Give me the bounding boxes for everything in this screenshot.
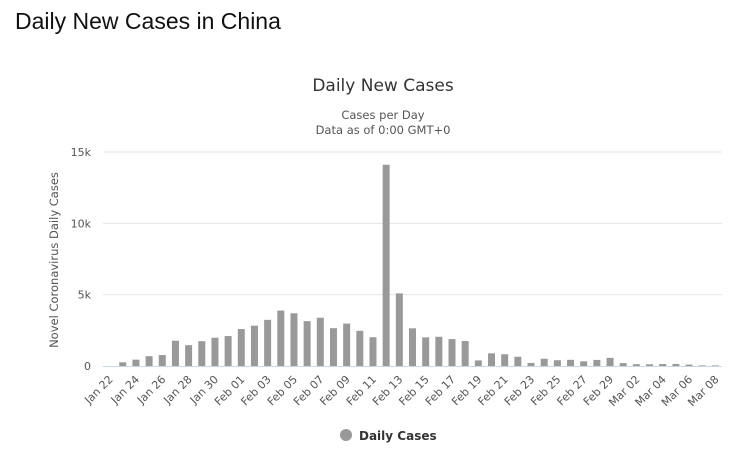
bar-feb-09 (343, 323, 351, 366)
bar-feb-25 (553, 360, 561, 366)
bar-feb-08 (329, 328, 337, 366)
bar-feb-11 (369, 337, 377, 366)
bar-feb-04 (277, 310, 285, 366)
bar-feb-06 (303, 321, 311, 366)
bar-jan-29 (198, 341, 206, 366)
bar-mar-03 (646, 364, 654, 366)
bar-mar-06 (685, 364, 693, 366)
bar-jan-25 (145, 356, 153, 366)
bar-feb-12 (382, 164, 390, 366)
bar-jan-31 (224, 336, 232, 366)
bar-feb-26 (567, 359, 575, 366)
bar-feb-20 (488, 353, 496, 366)
y-tick-label: 10k (71, 217, 92, 230)
bar-feb-23 (527, 362, 535, 366)
bar-feb-10 (356, 330, 364, 366)
bar-jan-24 (132, 359, 140, 366)
legend-item-daily-cases[interactable]: Daily Cases (340, 429, 437, 443)
bar-feb-01 (237, 329, 245, 366)
x-tick-label: Jan 24 (108, 373, 142, 407)
bar-feb-29 (606, 357, 614, 366)
x-tick-label: Jan 26 (134, 373, 168, 407)
bar-mar-05 (672, 363, 680, 366)
bar-feb-02 (250, 325, 258, 366)
chart-subtitle: Cases per Day (341, 108, 424, 122)
bar-jan-28 (185, 345, 193, 366)
bar-feb-19 (474, 360, 482, 366)
bar-feb-22 (514, 356, 522, 366)
bar-mar-07 (698, 365, 706, 366)
bar-feb-27 (580, 361, 588, 366)
bar-jan-23 (119, 362, 127, 366)
chart-subtitle: Data as of 0:00 GMT+0 (316, 123, 451, 137)
bar-feb-24 (540, 358, 548, 366)
bar-feb-15 (422, 337, 430, 366)
legend-label: Daily Cases (359, 429, 437, 443)
bar-mar-01 (619, 363, 627, 366)
bar-feb-16 (435, 336, 443, 366)
bar-mar-08 (711, 365, 719, 366)
bar-mar-02 (632, 364, 640, 366)
bar-feb-28 (593, 359, 601, 366)
bar-feb-03 (264, 319, 272, 366)
y-tick-label: 5k (78, 289, 92, 302)
bar-feb-21 (501, 354, 509, 366)
chart-title: Daily New Cases (312, 76, 454, 96)
y-tick-label: 0 (84, 360, 91, 373)
bar-feb-18 (461, 341, 469, 366)
bar-jan-26 (158, 355, 166, 366)
y-tick-label: 15k (71, 146, 92, 159)
x-tick-label: Jan 28 (160, 373, 194, 407)
bar-jan-27 (171, 340, 179, 366)
page-title: Daily New Cases in China (15, 8, 281, 34)
bar-feb-05 (290, 313, 298, 366)
bar-feb-13 (395, 293, 403, 366)
bar-feb-14 (409, 328, 416, 366)
bar-mar-04 (659, 364, 667, 366)
legend-symbol (340, 429, 352, 441)
bar-feb-17 (448, 339, 456, 366)
bar-feb-07 (316, 317, 324, 366)
y-axis-label: Novel Coronavirus Daily Cases (47, 172, 61, 348)
x-tick-label: Jan 22 (81, 373, 115, 407)
bar-jan-30 (211, 337, 219, 366)
